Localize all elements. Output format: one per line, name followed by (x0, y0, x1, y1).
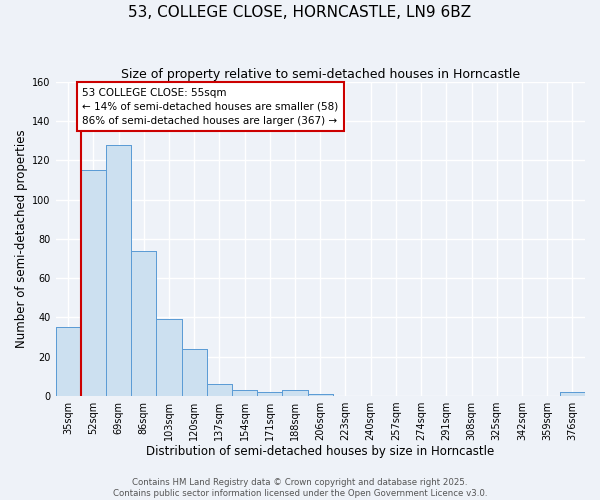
Title: Size of property relative to semi-detached houses in Horncastle: Size of property relative to semi-detach… (121, 68, 520, 80)
Bar (81, 170, 106, 396)
Bar (157, 320, 182, 396)
Bar (207, 384, 232, 396)
Bar (257, 392, 283, 396)
Bar (257, 392, 283, 396)
Bar (106, 144, 131, 396)
Bar (182, 349, 207, 396)
Bar (232, 390, 257, 396)
Bar (308, 394, 333, 396)
Bar (283, 390, 308, 396)
Bar (283, 390, 308, 396)
Bar (182, 349, 207, 396)
Bar (56, 327, 81, 396)
X-axis label: Distribution of semi-detached houses by size in Horncastle: Distribution of semi-detached houses by … (146, 444, 494, 458)
Bar (56, 327, 81, 396)
Bar (81, 170, 106, 396)
Y-axis label: Number of semi-detached properties: Number of semi-detached properties (15, 130, 28, 348)
Text: 53 COLLEGE CLOSE: 55sqm
← 14% of semi-detached houses are smaller (58)
86% of se: 53 COLLEGE CLOSE: 55sqm ← 14% of semi-de… (82, 88, 338, 126)
Bar (308, 394, 333, 396)
Bar (131, 250, 157, 396)
Bar (131, 250, 157, 396)
Bar (207, 384, 232, 396)
Bar (232, 390, 257, 396)
Bar (560, 392, 585, 396)
Bar (560, 392, 585, 396)
Bar (157, 320, 182, 396)
Text: 53, COLLEGE CLOSE, HORNCASTLE, LN9 6BZ: 53, COLLEGE CLOSE, HORNCASTLE, LN9 6BZ (128, 5, 472, 20)
Bar (106, 144, 131, 396)
Text: Contains HM Land Registry data © Crown copyright and database right 2025.
Contai: Contains HM Land Registry data © Crown c… (113, 478, 487, 498)
